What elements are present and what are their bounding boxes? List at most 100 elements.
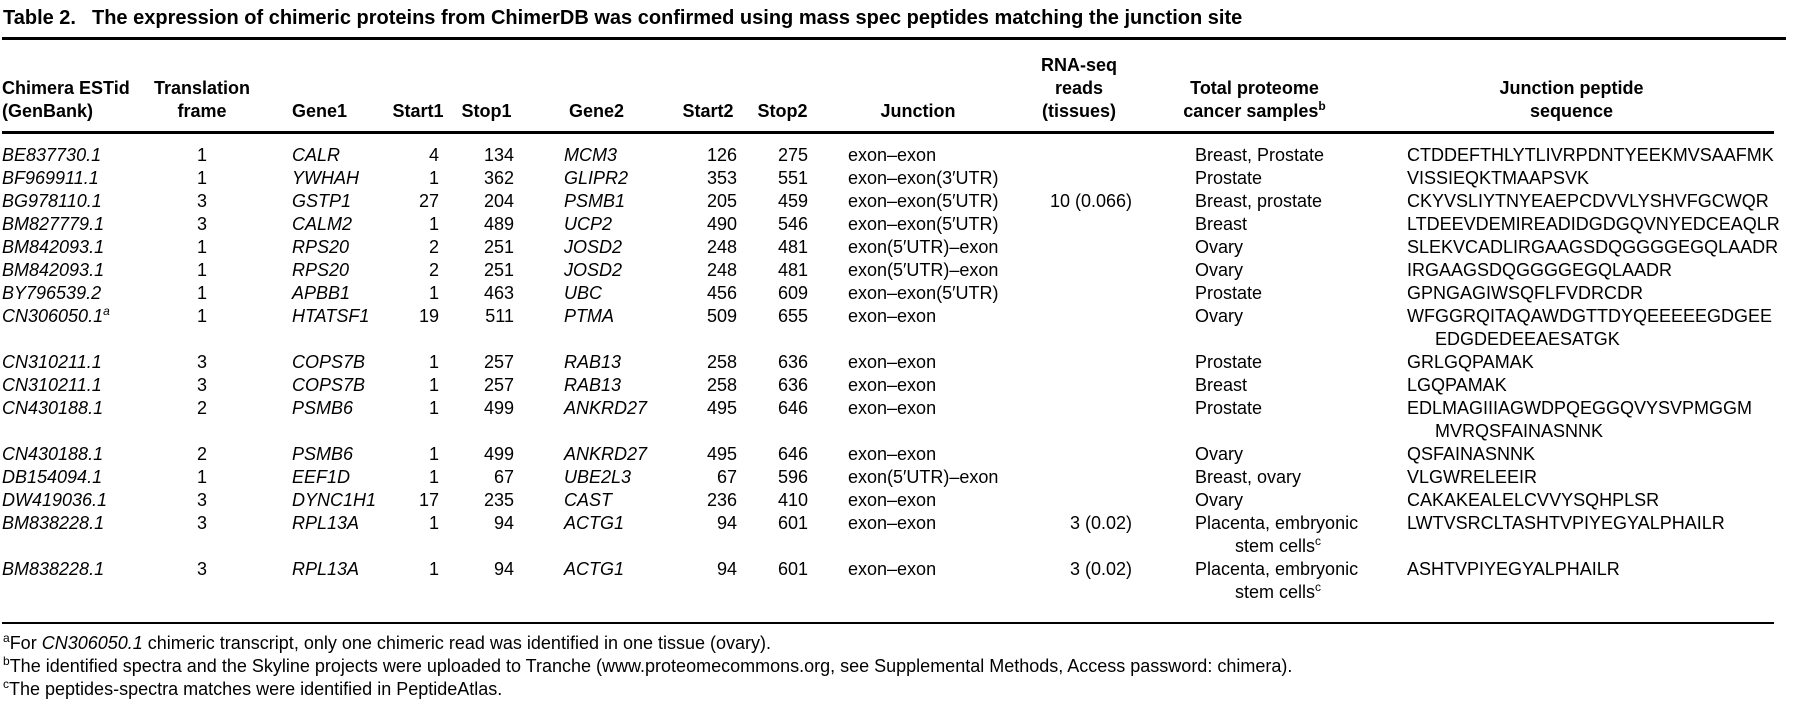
cell-text: GSTP1 bbox=[292, 191, 352, 211]
cell-text: 94 bbox=[716, 559, 737, 579]
cell-start1: 2 bbox=[387, 259, 449, 282]
cell-gene1: HTATSF1 bbox=[252, 305, 387, 351]
cell-text: 2 bbox=[196, 398, 207, 418]
cell-junction: exon–exon(5′UTR) bbox=[818, 190, 1018, 213]
cell-stop1: 499 bbox=[449, 397, 524, 443]
table-row: CN430188.1 2 PSMB6 1 499 ANKRD27 495 646 exon–ex… bbox=[2, 443, 1774, 466]
header-label: Junction bbox=[880, 101, 956, 121]
column-header-frame: Translation frame bbox=[152, 40, 252, 134]
header-label: cancer samples bbox=[1183, 101, 1319, 121]
cell-text: 1 bbox=[196, 467, 207, 487]
cell-text: 17 bbox=[418, 490, 439, 510]
cell-start1: 2 bbox=[387, 236, 449, 259]
cell-start1: 1 bbox=[387, 558, 449, 623]
cell-stop1: 463 bbox=[449, 282, 524, 305]
cell-text: 275 bbox=[777, 145, 808, 165]
footnote-italic-text: CN306050.1 bbox=[41, 633, 143, 653]
cell-text: ANKRD27 bbox=[564, 444, 648, 464]
table-row: CN306050.1a 1 HTATSF1 19 511 PTMA 509 655 exon–e… bbox=[2, 305, 1774, 351]
cell-estid: CN310211.1 bbox=[2, 351, 152, 374]
cell-start1: 1 bbox=[387, 466, 449, 489]
cell-text: 601 bbox=[777, 559, 808, 579]
cell-start1: 17 bbox=[387, 489, 449, 512]
header-label: Start1 bbox=[392, 101, 444, 121]
cell-gene1: COPS7B bbox=[252, 351, 387, 374]
cell-start2: 248 bbox=[669, 236, 747, 259]
cell-text: EEF1D bbox=[292, 467, 351, 487]
cell-start1: 1 bbox=[387, 443, 449, 466]
cell-text: VISSIEQKTMAAPSVK bbox=[1407, 168, 1590, 188]
cell-frame: 1 bbox=[152, 466, 252, 489]
cell-peptide: GPNGAGIWSQFLFVDRCDR bbox=[1369, 282, 1774, 305]
cell-rnaseq bbox=[1018, 167, 1140, 190]
cell-text: Prostate bbox=[1195, 283, 1263, 303]
cell-stop1: 499 bbox=[449, 443, 524, 466]
cell-text: BM842093.1 bbox=[2, 260, 105, 280]
cell-text: PSMB6 bbox=[292, 398, 354, 418]
cell-gene1: EEF1D bbox=[252, 466, 387, 489]
cell-text: MVRQSFAINASNNK bbox=[1435, 421, 1604, 441]
cell-text: 655 bbox=[777, 306, 808, 326]
cell-text: 1 bbox=[428, 375, 439, 395]
cell-text: RPL13A bbox=[292, 559, 360, 579]
header-label: Chimera ESTid bbox=[2, 78, 130, 98]
cell-start2: 495 bbox=[669, 397, 747, 443]
cell-junction: exon(5′UTR)–exon bbox=[818, 259, 1018, 282]
cell-text: VLGWRELEEIR bbox=[1407, 467, 1538, 487]
cell-gene2: RAB13 bbox=[524, 351, 669, 374]
chimera-table: Chimera ESTid (GenBank) Translation frame Ge… bbox=[2, 40, 1780, 624]
cell-text: Prostate bbox=[1195, 398, 1263, 418]
cell-text: CALR bbox=[292, 145, 341, 165]
cell-text: 646 bbox=[777, 444, 808, 464]
cell-text: 3 bbox=[196, 513, 207, 533]
cell-stop2: 655 bbox=[747, 305, 818, 351]
footnote-marker: c bbox=[3, 677, 9, 691]
cell-text: BM838228.1 bbox=[2, 513, 105, 533]
column-header-peptide: Junction peptide sequence bbox=[1369, 40, 1774, 134]
cell-text: 2 bbox=[428, 260, 439, 280]
cell-stop2: 275 bbox=[747, 133, 818, 168]
cell-estid: BF969911.1 bbox=[2, 167, 152, 190]
cell-text: exon–exon bbox=[848, 375, 937, 395]
table-row: DW419036.1 3 DYNC1H1 17 235 CAST 236 410 exon–ex… bbox=[2, 489, 1774, 512]
cell-text: 1 bbox=[196, 260, 207, 280]
cell-frame: 1 bbox=[152, 236, 252, 259]
cell-stop1: 251 bbox=[449, 236, 524, 259]
cell-text: 67 bbox=[716, 467, 737, 487]
cell-start1: 1 bbox=[387, 374, 449, 397]
column-header-junction: Junction bbox=[818, 40, 1018, 134]
cell-text: 481 bbox=[777, 237, 808, 257]
cell-estid: CN430188.1 bbox=[2, 443, 152, 466]
cell-frame: 1 bbox=[152, 305, 252, 351]
cell-text: QSFAINASNNK bbox=[1407, 444, 1536, 464]
cell-text: CN430188.1 bbox=[2, 444, 104, 464]
cell-text: BF969911.1 bbox=[2, 168, 99, 188]
cell-text: 1 bbox=[196, 283, 207, 303]
cell-gene1: COPS7B bbox=[252, 374, 387, 397]
cell-junction: exon–exon bbox=[818, 133, 1018, 168]
cell-gene1: GSTP1 bbox=[252, 190, 387, 213]
cell-text: exon–exon(5′UTR) bbox=[848, 191, 999, 211]
cell-text: EDLMAGIIIAGWDPQEGGQVYSVPMGGM bbox=[1407, 398, 1753, 418]
cell-estid: BM842093.1 bbox=[2, 259, 152, 282]
table-row: CN430188.1 2 PSMB6 1 499 ANKRD27 495 646 exon–ex… bbox=[2, 397, 1774, 443]
title-rule bbox=[2, 37, 1786, 40]
cell-text: ASHTVPIYEGYALPHAILR bbox=[1407, 559, 1620, 579]
table-row: BE837730.1 1 CALR 4 134 MCM3 126 275 exon–exon Br… bbox=[2, 133, 1774, 168]
cell-text: BM827779.1 bbox=[2, 214, 105, 234]
cell-peptide: CAKAKEALELCVVYSQHPLSR bbox=[1369, 489, 1774, 512]
cell-frame: 3 bbox=[152, 190, 252, 213]
cell-junction: exon(5′UTR)–exon bbox=[818, 466, 1018, 489]
cell-peptide: LTDEEVDEMIREADIDGDGQVNYEDCEAQLR bbox=[1369, 213, 1780, 236]
cell-samples: Placenta, embryonic stem cellsc bbox=[1140, 558, 1369, 623]
cell-rnaseq bbox=[1018, 351, 1140, 374]
cell-estid: BM827779.1 bbox=[2, 213, 152, 236]
cell-text: exon–exon(5′UTR) bbox=[848, 283, 999, 303]
cell-text: exon(5′UTR)–exon bbox=[848, 237, 999, 257]
cell-text: 1 bbox=[196, 237, 207, 257]
table-row: BM842093.1 1 RPS20 2 251 JOSD2 248 481 exon(5′UT… bbox=[2, 236, 1778, 259]
table-caption: The expression of chimeric proteins from… bbox=[92, 7, 1243, 29]
cell-text: LWTVSRCLTASHTVPIYEGYALPHAILR bbox=[1407, 513, 1725, 533]
cell-text: 499 bbox=[483, 444, 514, 464]
cell-start2: 236 bbox=[669, 489, 747, 512]
